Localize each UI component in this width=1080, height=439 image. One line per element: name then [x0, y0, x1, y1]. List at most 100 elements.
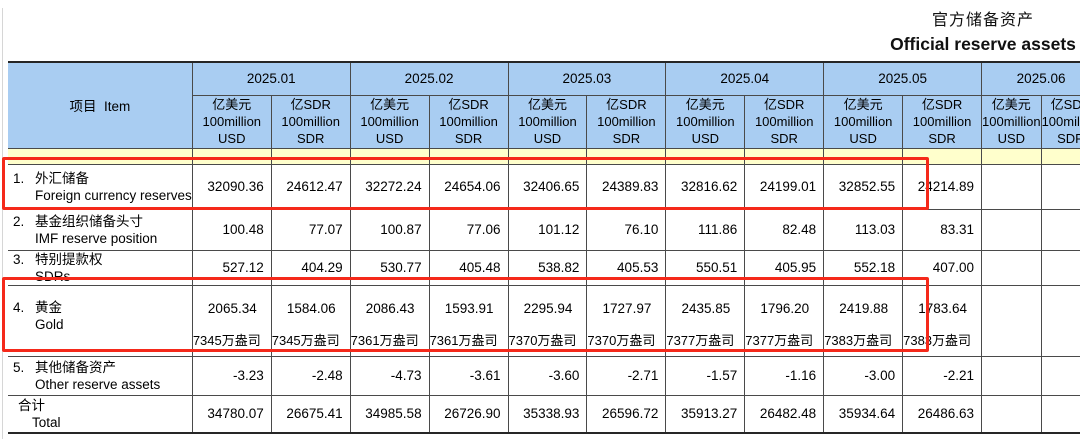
value-cell [1040, 249, 1080, 286]
item-number: 3. [13, 251, 25, 267]
unit-line: USD [218, 131, 246, 146]
item-line1: 3. 特别提款权 [8, 251, 191, 268]
gold-ounces: 7377万盎司 [745, 333, 814, 348]
value-cell: 32852.55 [823, 163, 904, 210]
value-cell: 76.10 [586, 208, 667, 251]
value-cell: 24214.89 [902, 163, 983, 210]
value-cell: 405.48 [428, 249, 509, 286]
value-cell: 1584.06 7345万盎司 [270, 284, 351, 357]
value-cell: 24199.01 [744, 163, 825, 210]
value-cell: -2.71 [586, 355, 667, 396]
yellow-spacer-cell [902, 147, 983, 165]
unit-header-usd: 亿美元 100million USD [349, 94, 430, 149]
value-cell: 35913.27 [665, 394, 746, 434]
value-cell: 111.86 [665, 208, 746, 251]
unit-line: 100million [202, 114, 262, 129]
value-cell: 538.82 [507, 249, 588, 286]
gold-ounces: 7361万盎司 [429, 333, 498, 348]
unit-line: 100million [833, 114, 893, 129]
value-cell: -3.61 [428, 355, 509, 396]
gold-ounces: 7370万盎司 [508, 333, 577, 348]
reserve-assets-table: 项目 Item 2025.01 2025.02 2025.03 2025.04 2025.… [8, 61, 1080, 434]
item-cell: 4. 黄金 Gold [8, 284, 193, 357]
value-cell: -1.57 [665, 355, 746, 396]
value-cell: 1783.64 7383万盎司 [902, 284, 983, 357]
unit-line: 100million [754, 114, 814, 129]
table-row: 2. 基金组织储备头寸 IMF reserve position 100.48 77.0… [8, 208, 1080, 251]
month-header: 2025.01 [191, 61, 351, 96]
yellow-spacer-cell [191, 147, 272, 165]
value-cell: 35934.64 [823, 394, 904, 434]
gold-cell-wrap: 2065.34 7345万盎司 [192, 286, 263, 355]
gold-ounces [983, 349, 1034, 355]
gold-ounces [1042, 349, 1080, 355]
yellow-spacer-cell [744, 147, 825, 165]
item-label-en: Gold [35, 316, 64, 332]
table-row: 5. 其他储备资产 Other reserve assets -3.23 -2.48 -4… [8, 355, 1080, 396]
value-cell: 405.95 [744, 249, 825, 286]
yellow-spacer-row [8, 147, 1080, 165]
value-cell: 2435.85 7377万盎司 [665, 284, 746, 357]
item-label-zh: 外汇储备 [35, 170, 89, 186]
unit-line: 亿SDR [921, 97, 963, 112]
yellow-spacer-cell [1040, 147, 1080, 165]
value-cell: 34780.07 [191, 394, 272, 434]
gold-cell-wrap: 1727.97 7370万盎司 [587, 286, 658, 355]
unit-line: 亿SDR [448, 97, 489, 112]
gold-cell-wrap: 1796.20 7377万盎司 [745, 286, 816, 355]
unit-header-usd: 亿美元 100million USD [665, 94, 746, 149]
value-cell: 2065.34 7345万盎司 [191, 284, 272, 357]
unit-line: 100million [597, 114, 656, 129]
item-label-zh: 黄金 [35, 299, 62, 315]
gold-value: 2065.34 [207, 300, 257, 316]
unit-line: USD [691, 131, 720, 146]
unit-line: 100million [982, 114, 1041, 129]
value-cell: 32272.24 [349, 163, 430, 210]
month-header: 2025.04 [665, 61, 825, 96]
value-cell: 26486.63 [902, 394, 983, 434]
gold-ounces: 7345万盎司 [192, 333, 261, 348]
item-line1: 合计 [8, 397, 191, 414]
value-cell: 26482.48 [744, 394, 825, 434]
gold-ounces: 7361万盎司 [350, 333, 419, 348]
value-cell [1040, 355, 1080, 396]
gold-ounces: 7370万盎司 [587, 333, 656, 348]
unit-line: 100million [360, 114, 419, 129]
table-row: 合计 Total 34780.07 26675.41 34985.58 26726.90 3… [8, 394, 1080, 434]
gold-value: 1796.20 [760, 300, 810, 316]
gold-value: 1593.91 [444, 300, 494, 316]
unit-line: 100million [1041, 114, 1080, 129]
gold-cell-wrap: 2419.88 7383万盎司 [824, 286, 895, 355]
unit-line: 100million [439, 114, 498, 129]
value-cell [981, 163, 1042, 210]
value-cell: 24389.83 [586, 163, 667, 210]
value-cell: 2295.94 7370万盎司 [507, 284, 588, 357]
item-number: 5. [13, 359, 25, 375]
table-row: 1. 外汇储备 Foreign currency reserves 32090.36 2… [8, 163, 1080, 210]
value-cell: 35338.93 [507, 394, 588, 434]
unit-header-sdr: 亿SDR 100million SDR [1040, 94, 1080, 149]
header-month-row: 项目 Item 2025.01 2025.02 2025.03 2025.04 2025.… [8, 61, 1080, 149]
value-cell: 82.48 [744, 208, 825, 251]
value-cell: -3.00 [823, 355, 904, 396]
unit-line: 亿SDR [290, 97, 331, 112]
unit-line: SDR [612, 131, 641, 146]
value-cell [981, 394, 1042, 434]
value-cell: 2086.43 7361万盎司 [349, 284, 430, 357]
gold-ounces: 7383万盎司 [824, 333, 893, 348]
item-number: 2. [13, 213, 25, 229]
unit-line: USD [375, 131, 404, 146]
unit-line: 亿美元 [685, 97, 725, 112]
value-cell: 26596.72 [586, 394, 667, 434]
yellow-spacer-cell [8, 147, 193, 165]
gold-cell-wrap [1042, 286, 1080, 355]
unit-line: 亿美元 [212, 97, 252, 112]
unit-line: 亿美元 [370, 97, 410, 112]
value-cell: 530.77 [349, 249, 430, 286]
value-cell: 77.07 [270, 208, 351, 251]
unit-header-sdr: 亿SDR 100million SDR [270, 94, 351, 149]
month-header: 2025.03 [507, 61, 667, 96]
unit-line: SDR [928, 131, 956, 146]
window-edge-line [2, 8, 3, 439]
value-cell: -2.48 [270, 355, 351, 396]
